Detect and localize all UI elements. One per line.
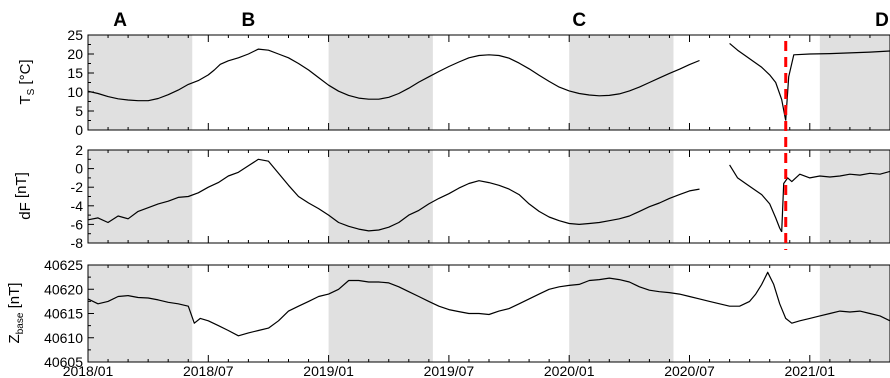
y-tick-label: 40610 [44, 330, 83, 346]
df-panel: dF [nT] -8 -6 -4 -2 0 2 [13, 142, 890, 251]
shaded-period-1 [328, 35, 433, 130]
y-tick-label: 0 [75, 122, 83, 138]
shaded-period-3 [819, 35, 890, 130]
y-tick-label: -8 [71, 235, 84, 251]
series-line-segment-0 [88, 158, 700, 232]
shaded-period-0 [88, 35, 193, 130]
plot-frame [87, 149, 890, 244]
period-label-a: A [113, 10, 127, 31]
y-tick-label: 40615 [44, 306, 83, 322]
shaded-period-3 [819, 150, 890, 243]
series-line-segment-2 [785, 50, 890, 121]
series-line-segment-2 [781, 170, 890, 232]
period-label-c: C [572, 10, 586, 31]
x-tick-label: 2018/01 [63, 363, 114, 378]
y-tick-label: 40620 [44, 281, 83, 297]
series-line-segment-1 [729, 42, 787, 121]
y-tick-label: 40605 [44, 354, 83, 370]
series-group [88, 42, 890, 121]
plot-frame [87, 34, 890, 131]
series-line-segment-0 [88, 48, 700, 102]
temperature-panel: TS [°C] 0 5 10 15 20 25 [17, 27, 890, 138]
period-labels: A B C D [113, 10, 889, 31]
x-tick-labels: 2018/01 2018/07 2019/01 2019/07 2020/01 2020/… [63, 363, 836, 378]
y-tick-label: 40625 [44, 257, 83, 273]
y-tick-label: 15 [67, 65, 83, 81]
y-tick-label: 0 [75, 161, 83, 177]
zbase-panel: Zbase [nT] 40605 40610 40615 40620 40625 [6, 257, 890, 370]
y-tick-label: 20 [67, 46, 83, 62]
series-group [88, 271, 890, 337]
series-line-segment-1 [729, 164, 783, 233]
y-tick-label: -6 [71, 216, 84, 232]
temperature-axis-label: TS [°C] [17, 59, 37, 104]
df-axis-label: dF [nT] [13, 172, 34, 220]
y-tick-label: 25 [67, 27, 83, 43]
period-label-b: B [242, 10, 256, 31]
x-tick-label: 2019/07 [424, 363, 475, 378]
x-tick-label: 2020/07 [664, 363, 715, 378]
x-tick-label: 2020/01 [544, 363, 595, 378]
shaded-period-1 [328, 265, 433, 362]
shaded-period-1 [328, 150, 433, 243]
plot-frame [87, 264, 890, 363]
zbase-axis-label: Zbase [nT] [6, 283, 26, 344]
period-label-d: D [875, 10, 889, 31]
y-tick-label: -2 [71, 179, 84, 195]
x-tick-label: 2019/01 [303, 363, 354, 378]
shaded-period-0 [88, 265, 193, 362]
shaded-period-0 [88, 150, 193, 243]
series-line-segment-0 [88, 271, 890, 337]
y-tick-label: 5 [75, 103, 83, 119]
y-tick-label: 10 [67, 84, 83, 100]
x-tick-label: 2018/07 [183, 363, 234, 378]
shaded-period-2 [569, 150, 674, 243]
y-tick-label: 2 [75, 142, 83, 158]
series-group [88, 158, 890, 233]
y-tick-label: -4 [71, 198, 84, 214]
x-tick-label: 2021/01 [784, 363, 835, 378]
shaded-period-2 [569, 35, 674, 130]
